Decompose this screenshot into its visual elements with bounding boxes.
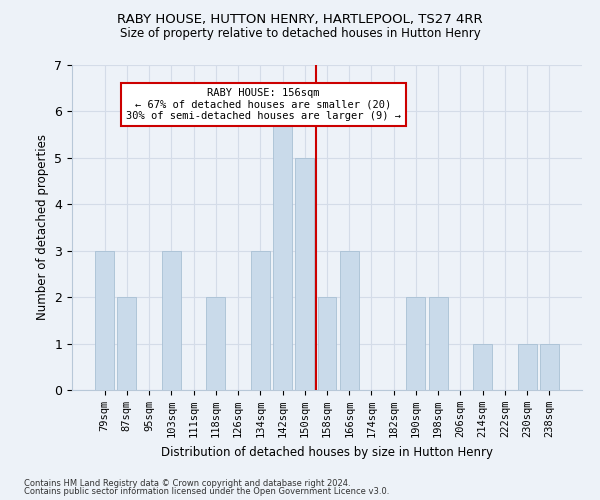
Text: RABY HOUSE: 156sqm
← 67% of detached houses are smaller (20)
30% of semi-detache: RABY HOUSE: 156sqm ← 67% of detached hou… bbox=[126, 88, 401, 121]
Bar bbox=[540, 344, 559, 390]
Text: Contains HM Land Registry data © Crown copyright and database right 2024.: Contains HM Land Registry data © Crown c… bbox=[24, 478, 350, 488]
X-axis label: Distribution of detached houses by size in Hutton Henry: Distribution of detached houses by size … bbox=[161, 446, 493, 458]
Bar bbox=[473, 344, 492, 390]
Y-axis label: Number of detached properties: Number of detached properties bbox=[36, 134, 49, 320]
Text: RABY HOUSE, HUTTON HENRY, HARTLEPOOL, TS27 4RR: RABY HOUSE, HUTTON HENRY, HARTLEPOOL, TS… bbox=[117, 12, 483, 26]
Text: Contains public sector information licensed under the Open Government Licence v3: Contains public sector information licen… bbox=[24, 487, 389, 496]
Bar bbox=[118, 297, 136, 390]
Bar bbox=[518, 344, 536, 390]
Bar bbox=[273, 112, 292, 390]
Bar bbox=[206, 297, 225, 390]
Text: Size of property relative to detached houses in Hutton Henry: Size of property relative to detached ho… bbox=[119, 28, 481, 40]
Bar bbox=[429, 297, 448, 390]
Bar bbox=[251, 250, 270, 390]
Bar bbox=[340, 250, 359, 390]
Bar bbox=[317, 297, 337, 390]
Bar bbox=[162, 250, 181, 390]
Bar bbox=[95, 250, 114, 390]
Bar bbox=[295, 158, 314, 390]
Bar bbox=[406, 297, 425, 390]
